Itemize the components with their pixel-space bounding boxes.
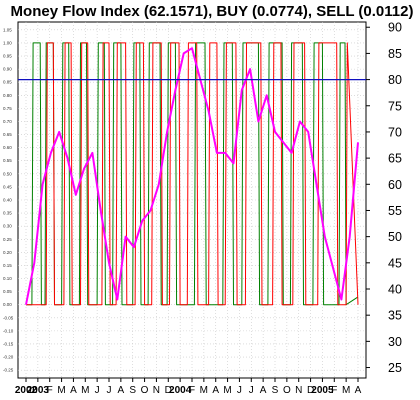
x-tick-label: 2004: [169, 385, 192, 396]
left-tick-label: 0.70: [3, 119, 12, 124]
sell-series-line: [26, 42, 359, 306]
right-tick-label: 85: [388, 47, 402, 61]
right-tick-label: 70: [388, 125, 402, 139]
x-tick-label: A: [260, 385, 267, 396]
x-tick-label: M: [57, 385, 65, 396]
x-tick-label: O: [141, 385, 149, 396]
x-tick-label: D: [165, 385, 172, 396]
right-axis-ticks: 90 85 80 75 70 65 60 55 50 45 40 35 30 25: [366, 21, 402, 375]
left-tick-label: -0.05: [3, 315, 14, 320]
right-tick-label: 75: [388, 99, 402, 113]
left-tick-label: 0.50: [3, 171, 12, 176]
left-tick-label: 0.65: [3, 132, 12, 137]
left-tick-label: 0.05: [3, 289, 12, 294]
left-tick-label: 0.45: [3, 184, 12, 189]
mfi-series-line: [25, 47, 359, 305]
left-tick-label: 1.05: [3, 27, 12, 32]
left-tick-label: 0.75: [3, 106, 12, 111]
right-tick-label: 65: [388, 152, 402, 166]
left-tick-label: 0.25: [3, 237, 12, 242]
right-tick-label: 40: [388, 283, 402, 297]
left-tick-label: 0.90: [3, 67, 12, 72]
left-axis-ticks: 1.05 1.00 0.95 0.90 0.85 0.80 0.75 0.70 0.65 0.60…: [3, 27, 14, 372]
right-tick-label: 55: [388, 204, 402, 218]
x-tick-label: 2002: [15, 385, 38, 396]
left-tick-label: 0.15: [3, 263, 12, 268]
right-tick-label: 90: [388, 21, 402, 35]
right-tick-label: 30: [388, 335, 402, 349]
x-tick-label: 2005: [311, 385, 334, 396]
series-layer: [25, 42, 359, 306]
left-tick-label: 0.20: [3, 250, 12, 255]
x-tick-label: J: [107, 385, 112, 396]
x-tick-label: M: [342, 385, 350, 396]
x-tick-label: F: [47, 385, 53, 396]
chart-title: Money Flow Index (62.1571), BUY (0.0774)…: [11, 3, 414, 20]
x-tick-label: N: [153, 385, 160, 396]
x-tick-label: J: [95, 385, 100, 396]
x-tick-label: F: [331, 385, 337, 396]
x-tick-label: J: [237, 385, 242, 396]
right-tick-label: 45: [388, 256, 402, 270]
x-tick-label: A: [212, 385, 219, 396]
x-tick-label: A: [355, 385, 362, 396]
left-tick-label: 0.35: [3, 211, 12, 216]
x-tick-label: M: [200, 385, 208, 396]
x-tick-label: M: [223, 385, 231, 396]
right-tick-label: 80: [388, 73, 402, 87]
x-tick-label: A: [118, 385, 125, 396]
left-tick-label: -0.10: [3, 328, 14, 333]
left-tick-label: -0.25: [3, 368, 14, 373]
x-tick-label: M: [81, 385, 89, 396]
left-tick-label: 0.30: [3, 224, 12, 229]
right-tick-label: 60: [388, 178, 402, 192]
right-tick-label: 25: [388, 361, 402, 375]
x-tick-label: 2003: [27, 385, 50, 396]
x-tick-label: N: [295, 385, 302, 396]
x-tick-label: F: [189, 385, 195, 396]
left-tick-label: 0.55: [3, 158, 12, 163]
left-tick-label: 0.95: [3, 54, 12, 59]
left-tick-label: 0.80: [3, 93, 12, 98]
x-tick-label: J: [249, 385, 254, 396]
left-tick-label: 0.10: [3, 276, 12, 281]
left-tick-label: 1.00: [3, 40, 12, 45]
left-tick-label: 0.40: [3, 198, 12, 203]
left-tick-label: 0.85: [3, 80, 12, 85]
left-tick-label: -0.15: [3, 341, 14, 346]
right-tick-label: 50: [388, 230, 402, 244]
left-tick-label: 0.60: [3, 145, 12, 150]
x-tick-label: S: [272, 385, 279, 396]
x-tick-label: D: [307, 385, 314, 396]
right-tick-label: 35: [388, 309, 402, 323]
x-tick-label: A: [70, 385, 77, 396]
x-tick-label: S: [129, 385, 136, 396]
left-tick-label: -0.20: [3, 355, 14, 360]
left-tick-label: 0.00: [3, 302, 12, 307]
x-tick-label: O: [283, 385, 291, 396]
